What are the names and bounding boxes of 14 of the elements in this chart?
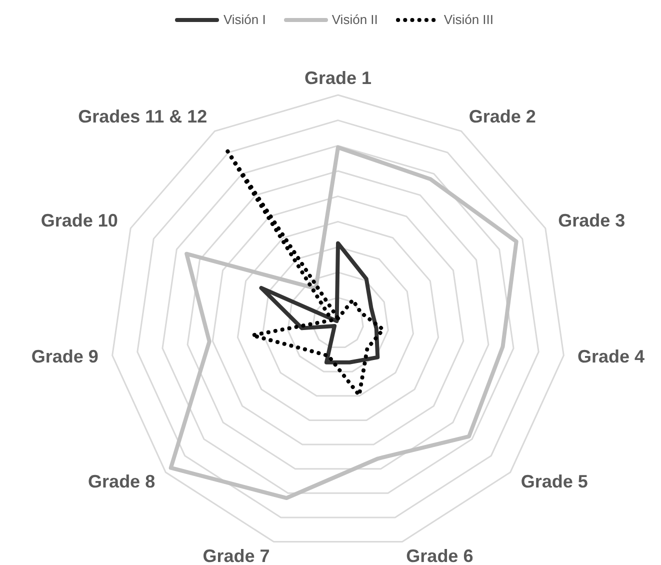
spoke-label: Grade 7	[202, 546, 270, 565]
legend-label: Visión I	[222, 12, 266, 27]
spoke-label: Grade 10	[40, 210, 118, 230]
spoke-label: Grade 3	[558, 210, 626, 230]
legend-label: Visión II	[330, 12, 378, 27]
spoke-label: Grade 9	[31, 346, 98, 366]
spoke-label: Grade 2	[468, 106, 536, 126]
spoke-label: Grade 1	[304, 68, 372, 88]
spoke-label: Grades 11 & 12	[78, 106, 208, 126]
spoke-label: Grade 4	[578, 346, 645, 366]
spoke-label: Grade 8	[88, 472, 156, 492]
legend-label: Visión III	[442, 12, 494, 27]
spoke-label: Grade 6	[406, 546, 474, 565]
spoke-label: Grade 5	[520, 472, 588, 492]
